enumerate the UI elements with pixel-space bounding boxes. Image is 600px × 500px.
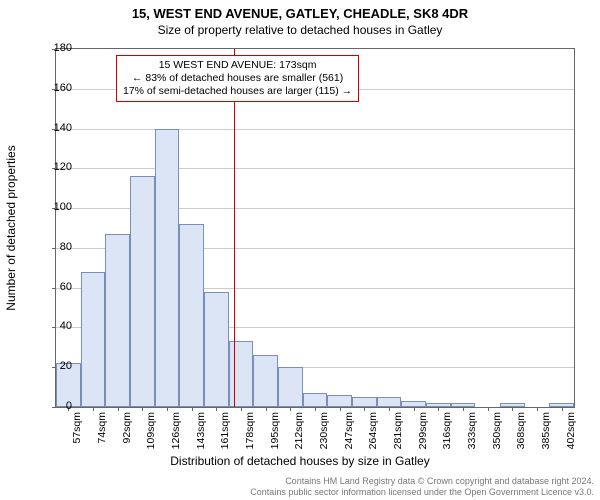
xtick-mark bbox=[389, 407, 390, 411]
ytick-label: 20 bbox=[48, 360, 72, 372]
xtick-label: 109sqm bbox=[145, 412, 157, 449]
ytick-label: 160 bbox=[48, 82, 72, 94]
chart-subtitle: Size of property relative to detached ho… bbox=[0, 21, 600, 37]
ytick-label: 140 bbox=[48, 122, 72, 134]
y-axis-label: Number of detached properties bbox=[4, 145, 18, 310]
xtick-label: 212sqm bbox=[293, 412, 305, 449]
xtick-label: 230sqm bbox=[318, 412, 330, 449]
xtick-mark bbox=[142, 407, 143, 411]
xtick-mark bbox=[438, 407, 439, 411]
xtick-label: 316sqm bbox=[441, 412, 453, 449]
xtick-mark bbox=[364, 407, 365, 411]
xtick-label: 92sqm bbox=[121, 412, 133, 444]
ytick-label: 0 bbox=[48, 400, 72, 412]
xtick-mark bbox=[562, 407, 563, 411]
histogram-bar bbox=[130, 176, 155, 407]
gridline bbox=[56, 168, 574, 169]
xtick-mark bbox=[488, 407, 489, 411]
histogram-bar bbox=[352, 397, 377, 407]
histogram-bar bbox=[253, 355, 278, 407]
gridline bbox=[56, 129, 574, 130]
xtick-label: 247sqm bbox=[343, 412, 355, 449]
xtick-mark bbox=[167, 407, 168, 411]
xtick-label: 264sqm bbox=[367, 412, 379, 449]
histogram-bar bbox=[303, 393, 328, 407]
annotation-box: 15 WEST END AVENUE: 173sqm ← 83% of deta… bbox=[116, 55, 359, 102]
xtick-label: 195sqm bbox=[269, 412, 281, 449]
xtick-label: 126sqm bbox=[170, 412, 182, 449]
xtick-label: 74sqm bbox=[96, 412, 108, 444]
ytick-label: 60 bbox=[48, 281, 72, 293]
histogram-bar bbox=[377, 397, 402, 407]
xtick-label: 368sqm bbox=[515, 412, 527, 449]
chart-container: 15, WEST END AVENUE, GATLEY, CHEADLE, SK… bbox=[0, 0, 600, 500]
xtick-mark bbox=[315, 407, 316, 411]
xtick-label: 281sqm bbox=[392, 412, 404, 449]
xtick-label: 402sqm bbox=[565, 412, 577, 449]
annotation-line2: ← 83% of detached houses are smaller (56… bbox=[123, 72, 352, 85]
ytick-label: 40 bbox=[48, 320, 72, 332]
xtick-label: 333sqm bbox=[466, 412, 478, 449]
ytick-label: 180 bbox=[48, 42, 72, 54]
ytick-label: 120 bbox=[48, 161, 72, 173]
xtick-label: 178sqm bbox=[244, 412, 256, 449]
xtick-mark bbox=[266, 407, 267, 411]
xtick-label: 350sqm bbox=[491, 412, 503, 449]
xtick-mark bbox=[537, 407, 538, 411]
xtick-mark bbox=[414, 407, 415, 411]
xtick-mark bbox=[241, 407, 242, 411]
xtick-mark bbox=[463, 407, 464, 411]
xtick-mark bbox=[118, 407, 119, 411]
histogram-bar bbox=[179, 224, 204, 407]
xtick-mark bbox=[216, 407, 217, 411]
xtick-label: 385sqm bbox=[540, 412, 552, 449]
histogram-bar bbox=[204, 292, 229, 407]
ytick-label: 100 bbox=[48, 201, 72, 213]
histogram-bar bbox=[81, 272, 106, 407]
footer-text: Contains HM Land Registry data © Crown c… bbox=[250, 476, 594, 498]
footer-line2: Contains public sector information licen… bbox=[250, 487, 594, 498]
histogram-bar bbox=[229, 341, 254, 407]
xtick-label: 161sqm bbox=[219, 412, 231, 449]
ytick-label: 80 bbox=[48, 241, 72, 253]
histogram-bar bbox=[278, 367, 303, 407]
annotation-line1: 15 WEST END AVENUE: 173sqm bbox=[123, 59, 352, 72]
xtick-mark bbox=[192, 407, 193, 411]
reference-line bbox=[234, 49, 235, 407]
xtick-mark bbox=[512, 407, 513, 411]
histogram-bar bbox=[105, 234, 130, 407]
xtick-label: 57sqm bbox=[71, 412, 83, 444]
x-axis-label: Distribution of detached houses by size … bbox=[0, 454, 600, 468]
annotation-line3: 17% of semi-detached houses are larger (… bbox=[123, 85, 352, 98]
plot-area: 15 WEST END AVENUE: 173sqm ← 83% of deta… bbox=[55, 48, 575, 408]
xtick-label: 299sqm bbox=[417, 412, 429, 449]
xtick-mark bbox=[340, 407, 341, 411]
xtick-mark bbox=[93, 407, 94, 411]
histogram-bar bbox=[155, 129, 180, 407]
histogram-bar bbox=[327, 395, 352, 407]
footer-line1: Contains HM Land Registry data © Crown c… bbox=[250, 476, 594, 487]
xtick-label: 143sqm bbox=[195, 412, 207, 449]
xtick-mark bbox=[290, 407, 291, 411]
chart-title: 15, WEST END AVENUE, GATLEY, CHEADLE, SK… bbox=[0, 0, 600, 21]
